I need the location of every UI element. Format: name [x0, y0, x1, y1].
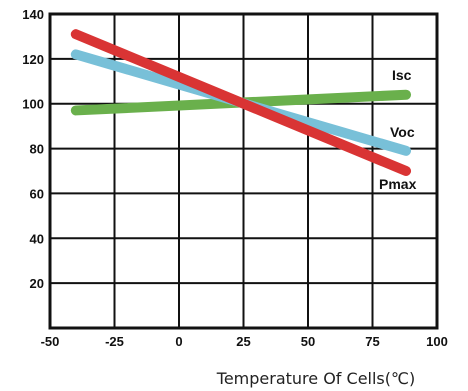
x-tick-label: -25 — [105, 334, 124, 349]
plot-frame — [48, 12, 439, 330]
y-tick-label: 60 — [30, 186, 44, 201]
x-tick-label: 50 — [301, 334, 315, 349]
x-tick-label: 75 — [365, 334, 379, 349]
x-axis-title: Temperature Of Cells(℃) — [216, 369, 415, 388]
x-axis-ticks: -50 -25 0 25 50 75 100 — [41, 334, 448, 349]
x-tick-label: 25 — [236, 334, 250, 349]
y-tick-label: 40 — [30, 231, 44, 246]
x-tick-label: -50 — [41, 334, 60, 349]
y-tick-label: 20 — [30, 276, 44, 291]
series-label-isc: Isc — [392, 67, 412, 83]
series-label-voc: Voc — [390, 124, 415, 140]
y-axis-ticks: 20 40 60 80 100 120 140 — [22, 7, 44, 291]
series-lines — [70, 29, 412, 176]
series-labels: Isc Voc Pmax — [379, 67, 417, 192]
y-tick-label: 140 — [22, 7, 44, 22]
y-tick-label: 120 — [22, 52, 44, 67]
x-tick-label: 100 — [426, 334, 448, 349]
y-tick-label: 80 — [30, 142, 44, 157]
series-line-pmax — [70, 29, 412, 176]
y-tick-label: 100 — [22, 97, 44, 112]
series-label-pmax: Pmax — [379, 176, 417, 192]
x-tick-label: 0 — [175, 334, 182, 349]
plot-border — [48, 12, 439, 330]
